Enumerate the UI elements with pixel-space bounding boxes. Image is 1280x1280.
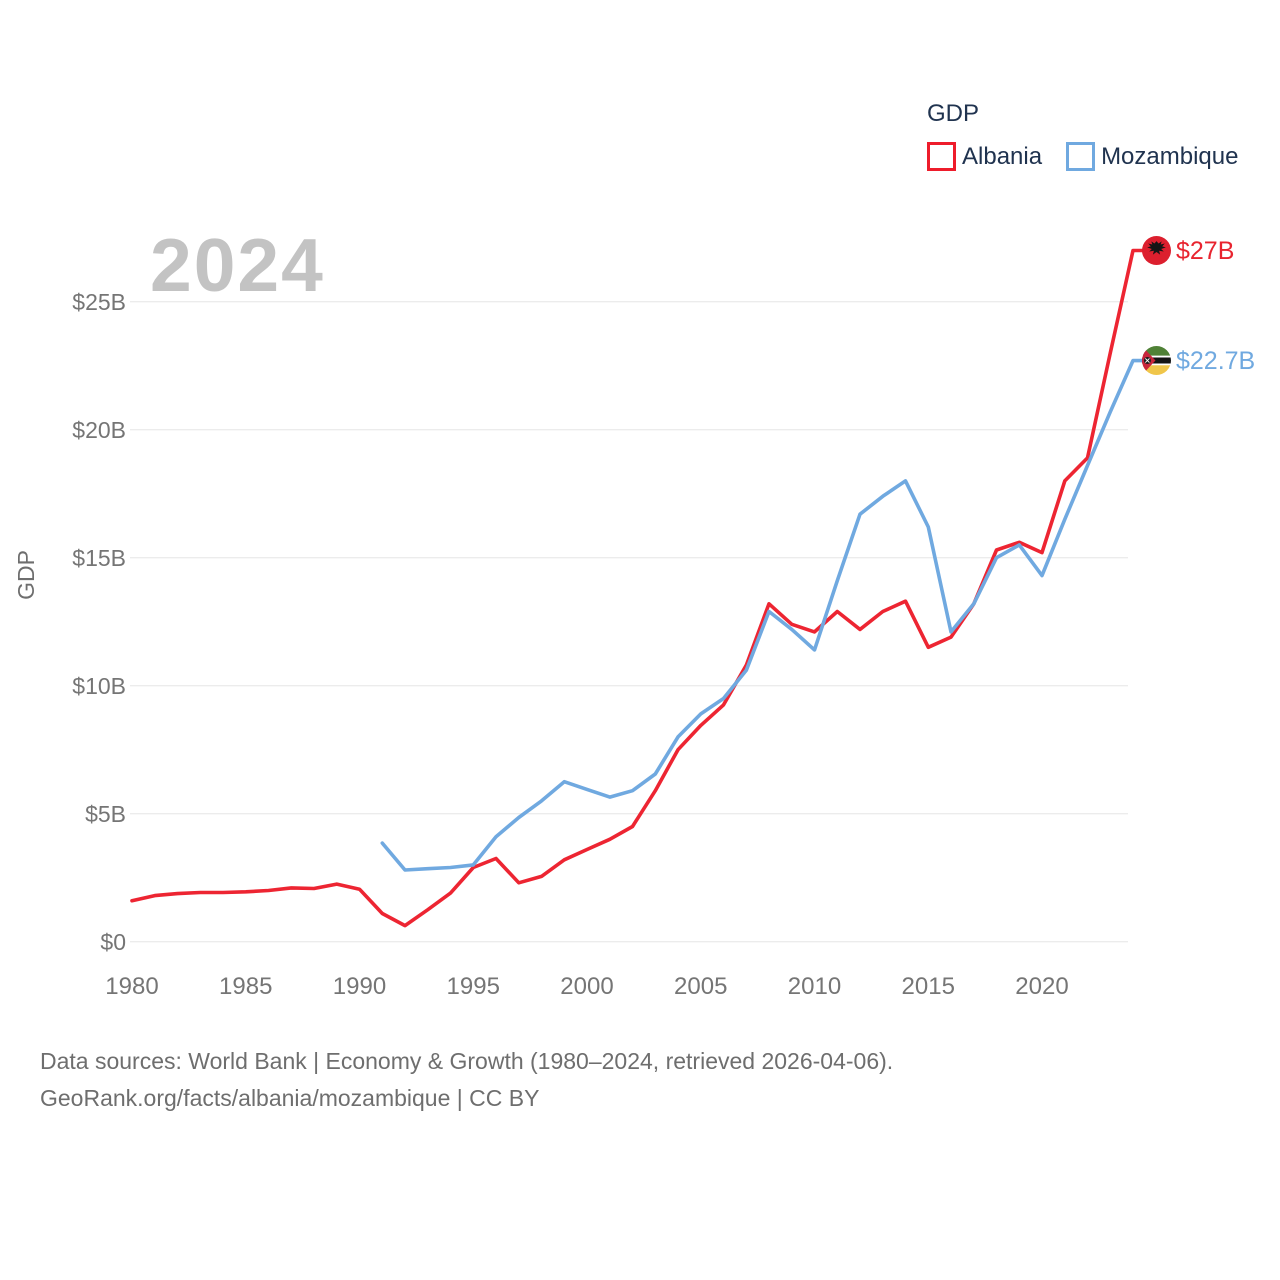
albania-flag-icon (1142, 236, 1171, 265)
legend-item-albania: Albania (927, 142, 1042, 171)
legend-label-albania: Albania (962, 142, 1043, 170)
x-axis-tick-label: 1985 (219, 973, 273, 1000)
legend: Albania Mozambique (927, 142, 1252, 171)
albania-series-swatch-icon (927, 142, 956, 171)
y-axis-tick-label: $0 (100, 928, 126, 955)
y-axis-tick-label: $25B (72, 288, 126, 315)
y-axis-tick-label: $5B (85, 800, 126, 827)
x-axis-tick-label: 1990 (332, 973, 387, 1000)
legend-item-mozambique: Mozambique (1066, 142, 1238, 171)
attribution-link-text: GeoRank.org/facts/albania/mozambique | C… (40, 1085, 540, 1111)
y-axis-tick-label: $15B (72, 544, 126, 571)
legend-label-mozambique: Mozambique (1101, 142, 1239, 170)
y-axis-tick-label: $20B (72, 416, 126, 443)
mozambique-flag-icon (1142, 346, 1171, 376)
x-axis-tick-label: 1995 (446, 973, 500, 1000)
x-axis-tick-label: 2000 (560, 973, 614, 1000)
x-axis-tick-label: 2010 (787, 973, 842, 1000)
year-watermark: 2024 (150, 223, 325, 307)
legend-title: GDP (927, 100, 980, 127)
albania-end-value: $27B (1176, 236, 1235, 265)
x-axis-tick-label: 1980 (105, 973, 159, 1000)
mozambique-series-swatch-icon (1066, 142, 1096, 171)
y-axis-tick-label: $10B (72, 672, 126, 699)
x-axis-tick-label: 2005 (674, 973, 728, 1000)
data-sources-text: Data sources: World Bank | Economy & Gro… (40, 1048, 894, 1074)
mozambique-end-value: $22.7B (1176, 346, 1256, 375)
x-axis-tick-label: 2015 (901, 973, 955, 1000)
x-axis-tick-label: 2020 (1015, 973, 1069, 1000)
